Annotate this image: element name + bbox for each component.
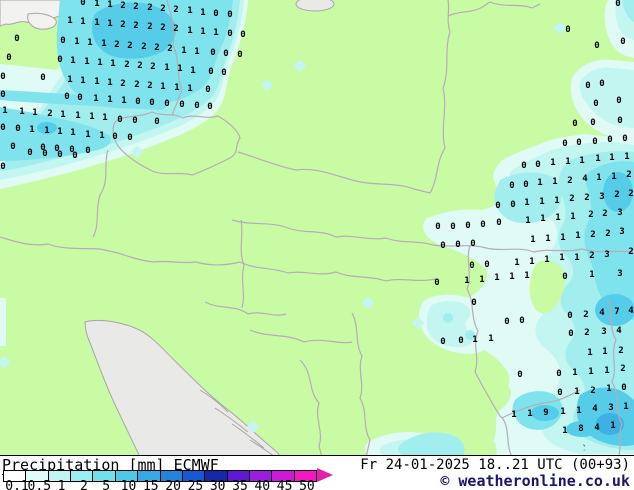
legend-tick: 50	[299, 479, 315, 490]
legend-title-word: Precipitation	[2, 456, 120, 475]
legend-color-step	[182, 471, 206, 481]
precip-field-east	[365, 0, 634, 455]
coastal-lagoon-west	[27, 12, 57, 30]
legend-color-step	[4, 471, 27, 481]
legend-tick: 0.5	[27, 479, 52, 490]
legend-color-step	[294, 471, 317, 481]
legend-tick: 35	[232, 479, 248, 490]
legend-color-step	[26, 471, 49, 481]
legend-color-step	[272, 471, 295, 481]
legend-tick: 1	[57, 479, 66, 490]
legend-color-step	[93, 471, 116, 481]
legend-unit: [mm]	[128, 456, 165, 474]
legend-color-step	[138, 471, 161, 481]
legend-footer: Precipitation [mm] ECMWF 0.1 0.5 1 2 5 10 15 20…	[0, 455, 634, 490]
legend-tick: 25	[187, 479, 204, 490]
forecast-timestamp: Fr 24-01-2025 18..21 UTC (00+93)	[360, 457, 630, 473]
legend-tick: 40	[254, 479, 271, 490]
legend-tick: 2	[79, 479, 88, 490]
legend-color-step	[115, 471, 139, 481]
precip-field-northwest	[0, 0, 248, 346]
legend-color-step	[48, 471, 72, 481]
legend-color-step	[249, 471, 273, 481]
legend-title: Precipitation [mm] ECMWF	[2, 456, 219, 475]
legend-color-step	[160, 471, 183, 481]
adriatic-islands	[199, 389, 274, 455]
legend-model: ECMWF	[173, 456, 219, 474]
copyright-text: © weatheronline.co.uk	[440, 472, 630, 490]
legend-tick: 15	[142, 479, 159, 490]
legend-tick: 10	[120, 479, 137, 490]
legend-arrow-icon	[317, 468, 333, 482]
legend-ticks: 0.1 0.5 1 2 5 10 15 20 25 30 35 40 45 50	[3, 479, 343, 490]
legend-color-step	[71, 471, 94, 481]
coastal-lagoon	[295, 0, 335, 12]
legend-tick: 20	[165, 479, 181, 490]
legend-tick: 5	[102, 479, 111, 490]
legend-color-step	[227, 471, 250, 481]
legend-tick: 30	[209, 479, 226, 490]
country-borders	[0, 0, 634, 455]
legend-color-step	[205, 471, 228, 481]
legend-tick: 0.1	[5, 479, 29, 490]
map-canvas	[0, 0, 634, 455]
legend-bar	[3, 470, 317, 482]
legend-tick: 45	[276, 479, 293, 490]
